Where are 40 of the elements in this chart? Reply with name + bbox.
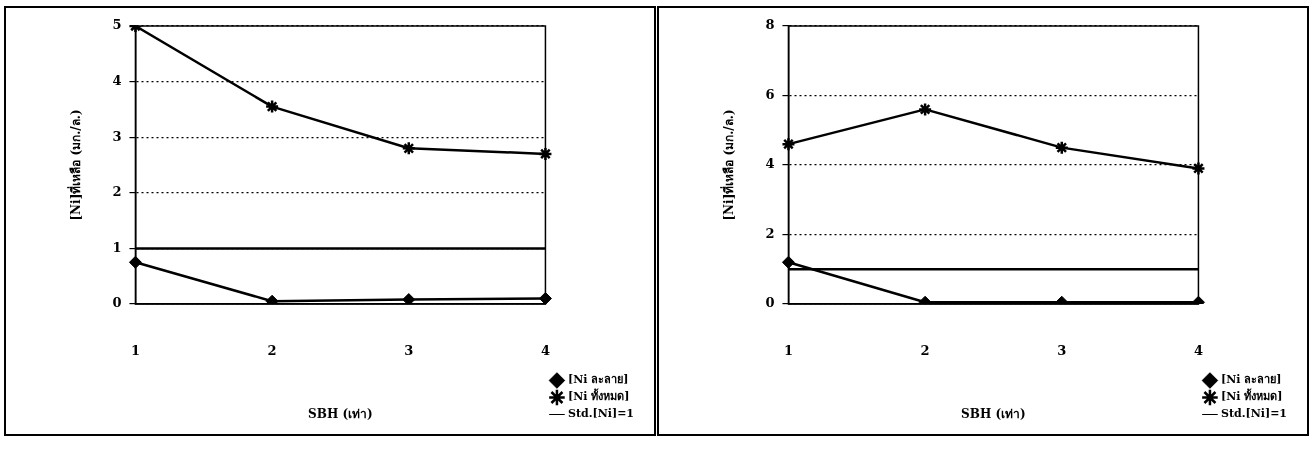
y-tick-label: 2	[765, 225, 775, 241]
legend-label: [Ni ละลาย]	[1220, 373, 1282, 387]
y-tick-label: 1	[112, 239, 122, 255]
legend-label: [Ni ทั้งหมด]	[1220, 388, 1283, 404]
y-axis-title: [Ni]ที่เหลือ (มก./ล.)	[67, 109, 84, 221]
x-tick-label: 1	[783, 343, 793, 359]
legend-label: Std.[Ni]=1	[567, 407, 634, 421]
y-tick-label: 4	[765, 156, 775, 172]
point	[917, 102, 933, 117]
x-tick-label: 3	[404, 343, 414, 359]
point	[1054, 140, 1070, 155]
y-axis-title: [Ni]ที่เหลือ (มก./ล.)	[720, 109, 737, 221]
point	[128, 255, 142, 269]
x-tick-label: 4	[540, 343, 550, 359]
point	[1191, 161, 1206, 176]
point	[781, 255, 795, 269]
x-tick-label: 2	[920, 343, 930, 359]
legend-label: Std.[Ni]=1	[1220, 407, 1287, 421]
y-tick-label: 0	[765, 295, 775, 311]
y-tick-label: 2	[112, 184, 122, 200]
point	[538, 291, 552, 304]
x-tick-label: 4	[1193, 343, 1203, 359]
x-axis-title: SBH (เท่า)	[961, 406, 1026, 421]
point	[401, 141, 417, 156]
legend-label: [Ni ละลาย]	[567, 373, 629, 387]
x-axis-title: SBH (เท่า)	[308, 406, 373, 421]
x-tick-label: 3	[1057, 343, 1067, 359]
y-tick-label: 6	[765, 86, 775, 102]
point	[781, 136, 796, 152]
point	[402, 293, 416, 304]
point	[538, 146, 553, 162]
y-tick-label: 3	[112, 128, 122, 144]
legend-label: [Ni ทั้งหมด]	[567, 388, 630, 404]
x-tick-label: 2	[267, 343, 277, 359]
y-tick-label: 5	[112, 17, 122, 33]
y-tick-label: 0	[112, 295, 122, 311]
point	[264, 99, 280, 114]
x-tick-label: 1	[130, 343, 140, 359]
y-tick-label: 8	[765, 17, 775, 33]
y-tick-label: 4	[112, 72, 122, 88]
